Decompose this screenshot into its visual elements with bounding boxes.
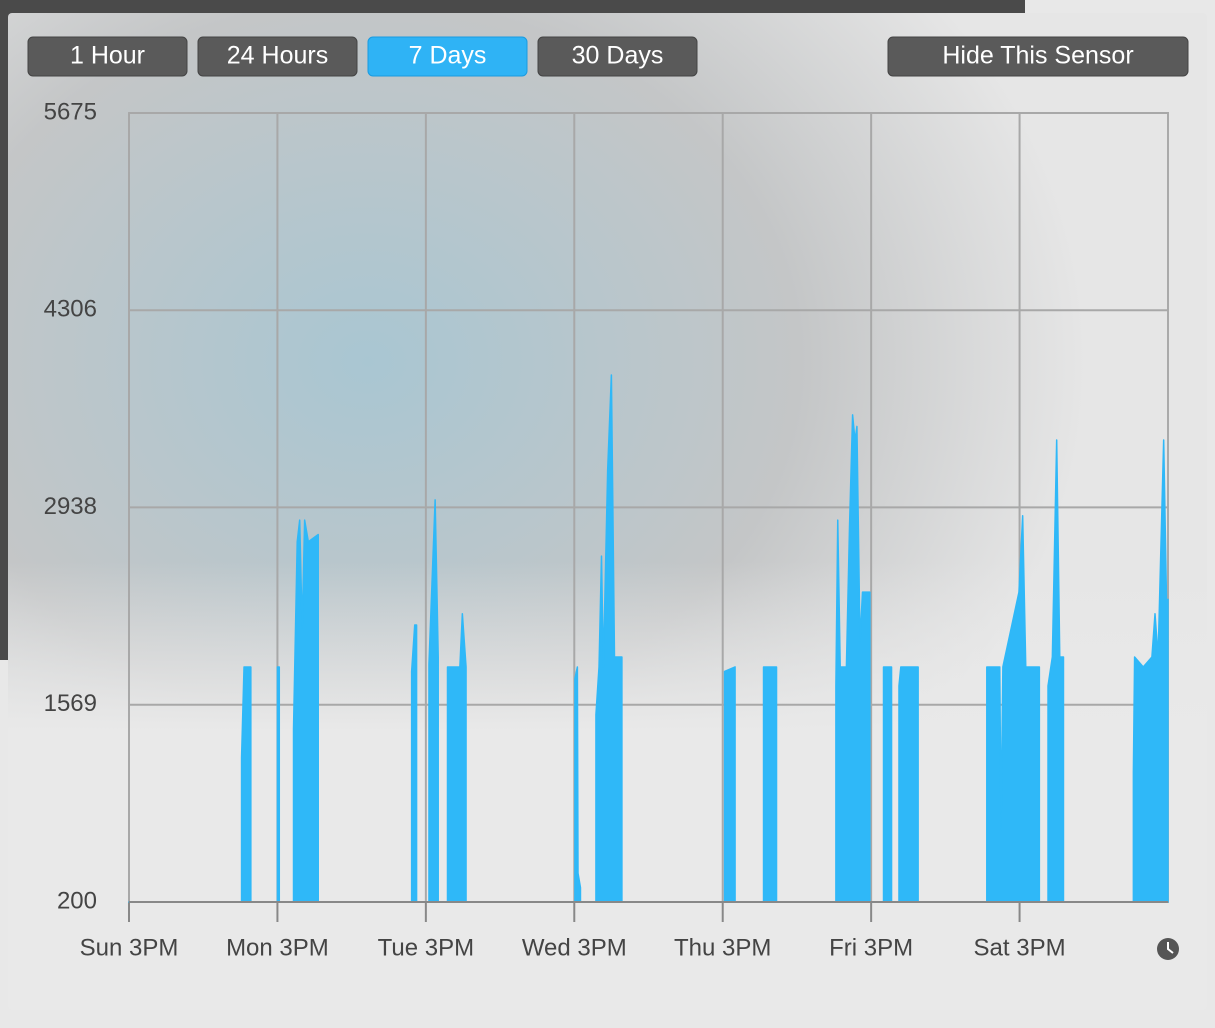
x-tick-label: Thu 3PM: [674, 934, 771, 961]
x-tick-label: Mon 3PM: [226, 934, 329, 961]
y-tick-label: 1569: [44, 690, 97, 717]
range-button-label[interactable]: 7 Days: [409, 42, 487, 70]
hide-button-label[interactable]: Hide This Sensor: [942, 42, 1133, 70]
hide-button[interactable]: [887, 36, 1189, 77]
range-button[interactable]: [537, 36, 698, 77]
y-tick-label: 4306: [44, 296, 97, 323]
y-tick-label: 5675: [44, 98, 97, 125]
x-tick-label: Tue 3PM: [378, 934, 474, 961]
range-button-label[interactable]: 1 Hour: [70, 42, 145, 70]
y-tick-label: 2938: [44, 493, 97, 520]
y-tick-label: 200: [57, 887, 97, 914]
range-button-label[interactable]: 24 Hours: [227, 42, 328, 70]
range-button[interactable]: [197, 36, 358, 77]
range-button[interactable]: [27, 36, 188, 77]
clock-icon: [1157, 938, 1179, 960]
x-tick-label: Wed 3PM: [522, 934, 627, 961]
x-tick-label: Fri 3PM: [829, 934, 913, 961]
range-button-label[interactable]: 30 Days: [572, 42, 664, 70]
plot: 200 1569 2938 4306 5675 Sun 3PM Mon 3PM Tue 3PM…: [44, 98, 1169, 961]
x-tick-label: Sat 3PM: [974, 934, 1066, 961]
range-button[interactable]: [367, 36, 528, 77]
button-bar: 1 Hour 24 Hours 7 Days 30 Days Hide This Sen…: [27, 36, 1189, 77]
x-tick-label: Sun 3PM: [80, 934, 179, 961]
